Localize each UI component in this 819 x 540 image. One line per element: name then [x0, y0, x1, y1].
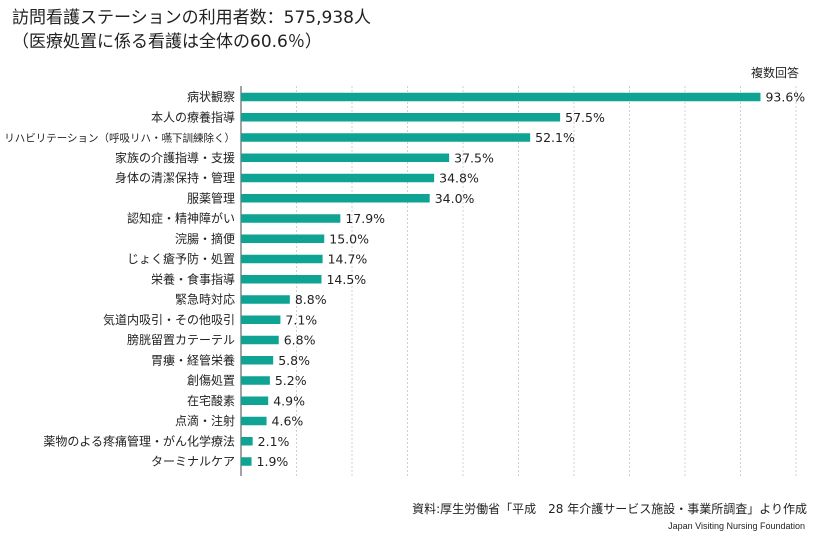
bar — [241, 133, 531, 142]
category-label: 病状観察 — [187, 89, 235, 104]
value-label: 1.9% — [257, 454, 289, 469]
value-label: 8.8% — [295, 292, 327, 307]
value-label: 4.6% — [272, 414, 304, 429]
multiple-answer-note: 複数回答 — [750, 66, 799, 80]
category-label: リハビリテーション（呼吸リハ・嚥下訓練除く） — [4, 132, 235, 145]
value-label: 7.1% — [285, 312, 317, 327]
category-label: 家族の介護指導・支援 — [115, 150, 235, 165]
value-label: 2.1% — [258, 434, 290, 449]
bar — [241, 254, 323, 264]
category-label: 緊急時対応 — [175, 292, 235, 307]
category-label: 膀胱留置カテーテル — [127, 332, 235, 347]
value-label: 6.8% — [284, 333, 316, 348]
bar — [241, 356, 274, 365]
bar — [241, 376, 270, 385]
bar — [241, 416, 267, 426]
category-label: 服薬管理 — [187, 190, 235, 205]
bar — [241, 335, 279, 345]
bar — [241, 173, 435, 183]
bar — [241, 457, 252, 466]
category-label: 創傷処置 — [187, 373, 235, 388]
category-label: 気道内吸引・その他吸引 — [103, 312, 235, 327]
category-label: じょく瘡予防・処置 — [127, 251, 235, 266]
value-label: 34.8% — [439, 171, 479, 186]
bar — [241, 194, 430, 203]
value-label: 5.8% — [278, 353, 310, 368]
value-label: 14.7% — [328, 252, 368, 267]
bar — [241, 396, 269, 405]
bar — [241, 214, 341, 223]
source-note: 資料:厚生労働省「平成 28 年介護サービス施設・事業所調査」より作成 — [412, 502, 807, 516]
bar — [241, 92, 761, 102]
value-label: 52.1% — [535, 130, 575, 145]
category-label: 薬物のよる疼痛管理・がん化学療法 — [43, 433, 235, 448]
bar — [241, 437, 253, 446]
bar — [241, 295, 290, 304]
category-label: 浣腸・摘便 — [175, 231, 235, 246]
category-label: 身体の清潔保持・管理 — [115, 170, 235, 185]
value-label: 34.0% — [435, 191, 475, 206]
category-label: 本人の療養指導 — [151, 109, 235, 124]
category-label: 在宅酸素 — [187, 393, 235, 408]
value-label: 14.5% — [326, 272, 366, 287]
organization-credit: Japan Visiting Nursing Foundation — [668, 521, 805, 531]
bar — [241, 315, 281, 324]
bar — [241, 234, 325, 243]
chart-title-line-2: （医療処置に係る看護は全体の60.6％） — [12, 32, 322, 52]
bar — [241, 113, 561, 122]
value-label: 37.5% — [454, 150, 494, 165]
value-label: 15.0% — [329, 231, 369, 246]
value-label: 57.5% — [565, 110, 605, 125]
bar — [241, 275, 322, 284]
category-label: ターミナルケア — [151, 455, 235, 469]
category-label: 胃瘻・経管栄養 — [151, 352, 235, 367]
value-label: 4.9% — [273, 393, 305, 408]
value-label: 5.2% — [275, 373, 307, 388]
value-label: 93.6% — [765, 90, 805, 105]
chart-title: 訪問看護ステーションの利用者数：575,938人 （医療処置に係る看護は全体の6… — [12, 6, 371, 54]
value-label: 17.9% — [345, 211, 385, 226]
bar — [241, 153, 450, 162]
category-label: 認知症・精神障がい — [127, 211, 235, 226]
chart-title-line-1: 訪問看護ステーションの利用者数：575,938人 — [12, 8, 371, 28]
category-label: 栄養・食事指導 — [151, 271, 235, 286]
category-label: 点滴・注射 — [175, 413, 235, 428]
